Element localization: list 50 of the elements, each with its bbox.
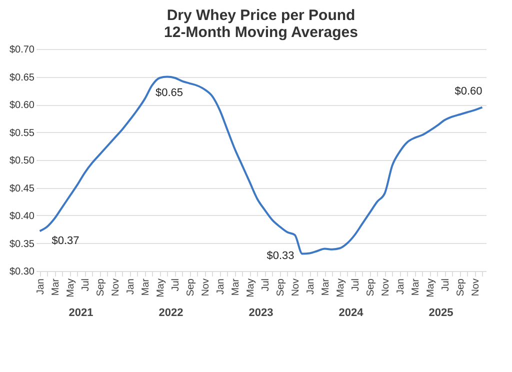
x-tick-label: Nov — [470, 278, 482, 296]
x-tick-label: Jan — [215, 278, 226, 295]
text: 2025 — [428, 307, 454, 319]
x-tick-label: Nov — [290, 278, 302, 296]
y-tick-label: $0.45 — [9, 183, 35, 194]
x-tick-label: Mar — [230, 278, 242, 296]
text: 2022 — [158, 307, 184, 319]
x-tick-label: Jul — [170, 278, 182, 292]
y-tick-label: $0.50 — [9, 156, 35, 166]
x-tick-label: Mar — [140, 278, 152, 296]
x-tick-label: Sep — [95, 278, 106, 296]
x-tick-label: Jul — [80, 278, 92, 292]
x-tick-label: Jul — [260, 278, 272, 292]
data-label: $0.65 — [155, 86, 184, 99]
x-tick-label: Nov — [110, 278, 122, 296]
data-label: $0.37 — [52, 235, 80, 248]
x-tick-label: May — [425, 278, 436, 298]
data-label: $0.60 — [454, 85, 482, 98]
x-tick-label: May — [245, 278, 256, 298]
y-tick-label: $0.60 — [9, 100, 35, 111]
x-tick-label: Nov — [200, 278, 212, 296]
x-tick-label: Jan — [35, 278, 46, 295]
y-tick-label: $0.70 — [9, 44, 35, 56]
text: 2021 — [68, 307, 94, 319]
x-tick-label: May — [155, 278, 166, 298]
x-tick-label: Mar — [50, 278, 62, 296]
y-tick-label: $0.30 — [9, 266, 35, 278]
x-tick-label: Mar — [410, 278, 422, 296]
x-tick-label: May — [65, 278, 76, 298]
x-tick-label: Sep — [365, 278, 376, 296]
x-tick-label: Sep — [275, 278, 286, 296]
x-tick-label: Jan — [305, 278, 316, 295]
x-tick-label: Mar — [320, 278, 332, 296]
text: 12-Month Moving Averages — [164, 24, 358, 41]
y-tick-label: $0.35 — [9, 238, 35, 250]
x-tick-label: Jul — [350, 278, 362, 292]
x-tick-label: Jan — [395, 278, 406, 295]
text: 2024 — [338, 307, 364, 319]
x-tick-label: Jul — [440, 278, 452, 292]
y-tick-label: $0.65 — [9, 72, 35, 84]
data-label: $0.33 — [266, 250, 294, 262]
text: Dry Whey Price per Pound — [166, 7, 356, 24]
x-tick-label: Sep — [455, 278, 466, 296]
x-tick-label: Nov — [380, 278, 392, 296]
x-tick-label: Sep — [185, 278, 196, 296]
text: 2023 — [248, 307, 274, 319]
y-tick-label: $0.40 — [9, 211, 35, 222]
y-tick-label: $0.55 — [9, 128, 35, 139]
x-tick-label: May — [335, 278, 346, 298]
x-tick-label: Jan — [125, 278, 136, 295]
